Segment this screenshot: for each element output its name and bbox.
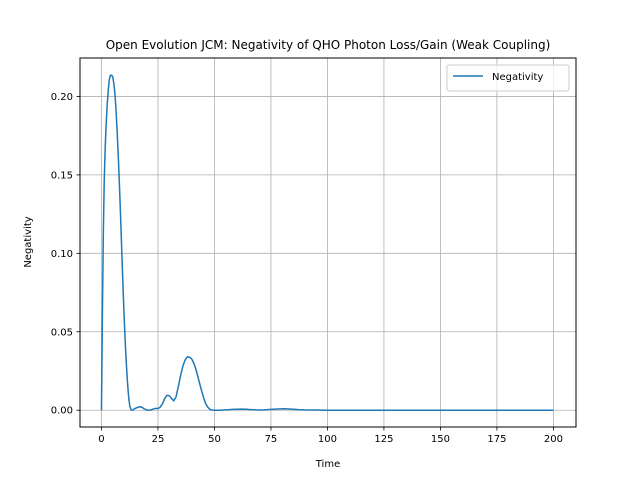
x-tick-label: 75: [265, 434, 278, 445]
x-tick-label: 150: [431, 434, 450, 445]
series-line-negativity: [100, 74, 554, 411]
legend-label: Negativity: [492, 72, 543, 83]
chart-title: Open Evolution JCM: Negativity of QHO Ph…: [106, 38, 551, 52]
x-tick-label: 125: [374, 434, 393, 445]
y-tick-label: 0.05: [51, 327, 73, 338]
plot-lines: [100, 74, 554, 411]
y-axis: 0.00 0.05 0.10 0.15 0.20: [51, 92, 80, 417]
x-tick-label: 25: [152, 434, 165, 445]
x-tick-label: 100: [318, 434, 337, 445]
y-tick-label: 0.20: [51, 92, 73, 103]
y-tick-label: 0.15: [51, 170, 73, 181]
axes-frame: [79, 57, 577, 428]
x-tick-label: 175: [487, 434, 506, 445]
x-tick-label: 0: [98, 434, 104, 445]
x-axis: 0 25 50 75 100 125 150 175 200: [98, 427, 563, 445]
y-tick-label: 0.00: [51, 406, 73, 417]
x-tick-label: 200: [544, 434, 563, 445]
x-tick-label: 50: [208, 434, 221, 445]
y-axis-label: Negativity: [23, 216, 34, 267]
legend-box: [446, 64, 570, 92]
x-axis-label: Time: [315, 459, 340, 470]
legend: Negativity: [446, 64, 570, 92]
y-tick-label: 0.10: [51, 249, 73, 260]
